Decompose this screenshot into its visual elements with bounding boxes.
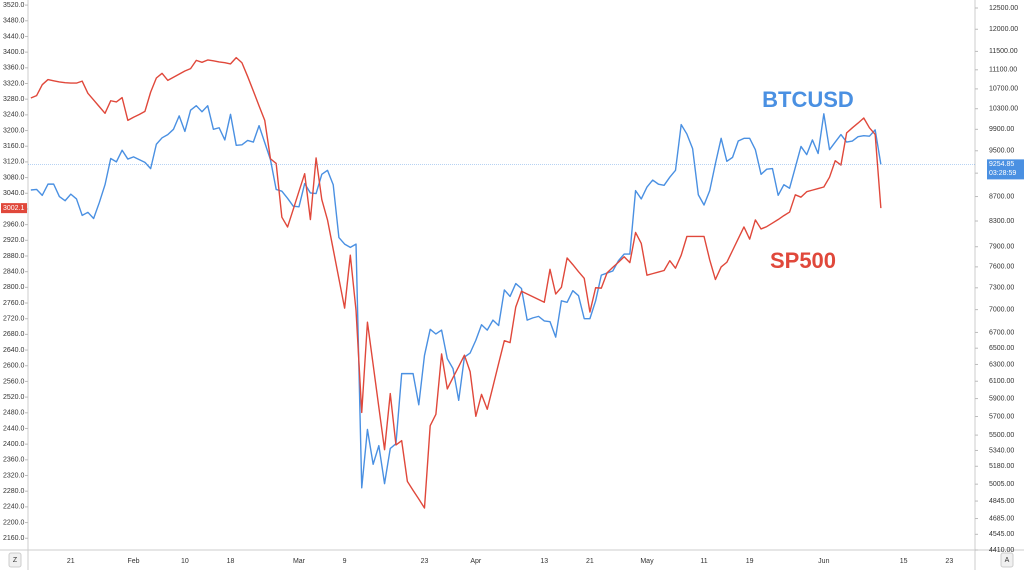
control-label[interactable]: Z (13, 557, 18, 564)
price-tag (1, 203, 27, 214)
y2-tick-label: 9500.00 (989, 148, 1014, 155)
y2-tick-label: 5005.00 (989, 481, 1014, 488)
x-tick-label: 23 (421, 558, 429, 565)
x-tick-label: Feb (128, 558, 140, 565)
y2-tick-label: 4545.00 (989, 531, 1014, 538)
control-button[interactable] (8, 552, 22, 568)
x-tick-label: Apr (470, 558, 482, 565)
countdown-label: 03:28:59 (989, 170, 1016, 177)
price-tag-label: 9254.85 (989, 161, 1014, 168)
y-tick-label: 2560.0 (3, 378, 25, 385)
y-tick-label: 2360.0 (3, 457, 25, 464)
y-tick-label: 2840.0 (3, 269, 25, 276)
y-tick-label: 3240.0 (3, 112, 25, 119)
y-tick-label: 2680.0 (3, 331, 25, 338)
y2-tick-label: 4845.00 (989, 498, 1014, 505)
y-tick-label: 2280.0 (3, 488, 25, 495)
y-tick-label: 2160.0 (3, 535, 25, 542)
x-tick-label: 11 (700, 558, 707, 565)
y2-tick-label: 7300.00 (989, 285, 1014, 292)
series-line (30, 105, 882, 489)
y-tick-label: 3400.0 (3, 49, 25, 56)
y-tick-label: 2520.0 (3, 394, 25, 401)
y-tick-label: 3040.0 (3, 190, 25, 197)
x-tick-label: 13 (540, 558, 548, 565)
price-tag-label: 3002.1 (3, 205, 25, 212)
y-tick-label: 2240.0 (3, 504, 25, 511)
y-tick-label: 3480.0 (3, 18, 25, 25)
control-label[interactable]: A (1005, 557, 1010, 564)
y2-tick-label: 6500.00 (989, 345, 1014, 352)
y2-tick-label: 4410.00 (989, 547, 1014, 554)
y-tick-label: 3320.0 (3, 80, 25, 87)
series-annotation: BTCUSD (762, 87, 854, 112)
y2-tick-label: 12000.00 (989, 26, 1018, 33)
series-line (30, 56, 882, 509)
x-tick-label: 18 (227, 558, 235, 565)
y2-tick-label: 6300.00 (989, 361, 1014, 368)
x-tick-label: May (640, 558, 654, 565)
x-tick-label: 9 (343, 558, 347, 565)
y-tick-label: 2800.0 (3, 284, 25, 291)
y2-tick-label: 4685.00 (989, 515, 1014, 522)
y2-tick-label: 11500.00 (989, 48, 1018, 55)
y-tick-label: 2440.0 (3, 425, 25, 432)
y2-tick-label: 9900.00 (989, 126, 1014, 133)
y-tick-label: 3120.0 (3, 159, 25, 166)
y-tick-label: 2320.0 (3, 472, 25, 479)
y2-tick-label: 10700.00 (989, 86, 1018, 93)
y2-tick-label: 11100.00 (989, 67, 1017, 74)
y-tick-label: 3080.0 (3, 174, 25, 181)
y2-tick-label: 5340.00 (989, 447, 1014, 454)
x-tick-label: 21 (67, 558, 75, 565)
y2-tick-label: 6700.00 (989, 329, 1014, 336)
control-button[interactable] (1000, 552, 1014, 568)
y2-tick-label: 8700.00 (989, 193, 1014, 200)
y-tick-label: 3160.0 (3, 143, 25, 150)
y-tick-label: 2400.0 (3, 441, 25, 448)
x-tick-label: 15 (900, 558, 908, 565)
y-tick-label: 2720.0 (3, 316, 25, 323)
x-tick-label: 19 (746, 558, 754, 565)
y-tick-label: 3200.0 (3, 127, 25, 134)
x-tick-label: 21 (586, 558, 594, 565)
y-tick-label: 3360.0 (3, 65, 25, 72)
y2-tick-label: 5700.00 (989, 413, 1014, 420)
y-tick-label: 3520.0 (3, 2, 25, 9)
y-tick-label: 2600.0 (3, 363, 25, 370)
y-tick-label: 2640.0 (3, 347, 25, 354)
y-tick-label: 3440.0 (3, 33, 25, 40)
series-annotation: SP500 (770, 248, 836, 273)
y-tick-label: 3280.0 (3, 96, 25, 103)
x-tick-label: 23 (945, 558, 953, 565)
y-tick-label: 2920.0 (3, 237, 25, 244)
y2-tick-label: 10300.00 (989, 106, 1018, 113)
y-tick-label: 2480.0 (3, 410, 25, 417)
y2-tick-label: 7600.00 (989, 264, 1014, 271)
y2-tick-label: 8300.00 (989, 218, 1014, 225)
y2-tick-label: 5900.00 (989, 395, 1014, 402)
y2-tick-label: 5180.00 (989, 463, 1014, 470)
x-tick-label: Jun (818, 558, 829, 565)
y-tick-label: 2880.0 (3, 253, 25, 260)
x-tick-label: Mar (293, 558, 306, 565)
y-tick-label: 2960.0 (3, 221, 25, 228)
y-tick-label: 2760.0 (3, 300, 25, 307)
y-tick-label: 2200.0 (3, 519, 25, 526)
y2-tick-label: 5500.00 (989, 432, 1014, 439)
y2-tick-label: 7900.00 (989, 244, 1014, 251)
x-tick-label: 10 (181, 558, 189, 565)
y2-tick-label: 12500.00 (989, 5, 1018, 12)
price-tag (987, 159, 1024, 180)
y2-tick-label: 6100.00 (989, 378, 1014, 385)
y2-tick-label: 7000.00 (989, 306, 1014, 313)
